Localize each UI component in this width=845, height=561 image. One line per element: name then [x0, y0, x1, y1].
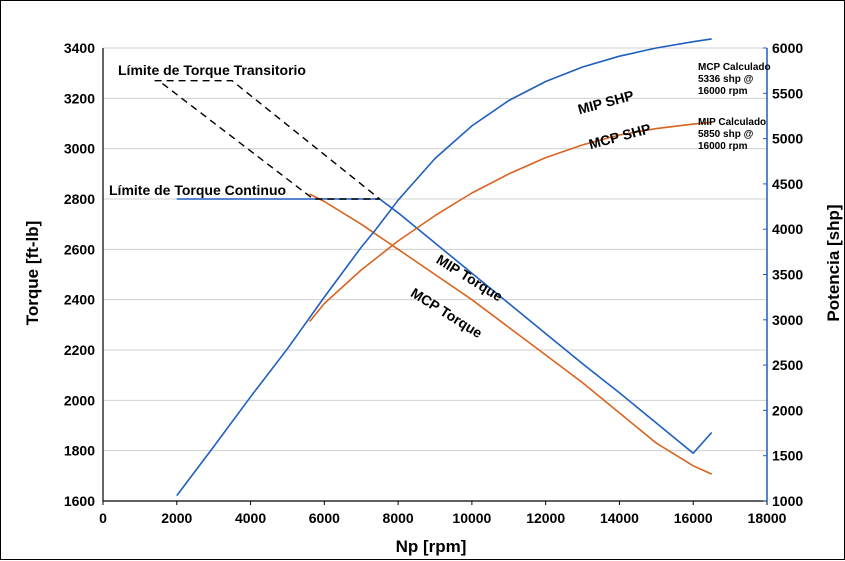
- y-left-axis-title: Torque [ft-lb]: [23, 221, 42, 325]
- x-tick-label: 12000: [526, 510, 565, 526]
- svg-text:MCP Calculado: MCP Calculado: [698, 62, 771, 73]
- y-left-tick-label: 2000: [64, 392, 95, 408]
- svg-text:5336 shp @: 5336 shp @: [698, 74, 754, 85]
- y-right-tick-label: 5000: [772, 131, 803, 147]
- y-left-tick-label: 3400: [64, 40, 95, 56]
- y-left-tick-label: 2600: [64, 241, 95, 257]
- series-line-l-mite-de-torque-transitorio: [154, 79, 381, 200]
- x-tick-label: 4000: [235, 510, 266, 526]
- y-right-tick-label: 3500: [772, 267, 803, 283]
- svg-text:16000 rpm: 16000 rpm: [698, 141, 748, 152]
- series-line-mcp-torque: [309, 193, 713, 475]
- x-tick-labels: 0 2000 4000 6000 8000 10000 12000 14000 16000 180…: [99, 501, 787, 526]
- y-left-tick-label: 3000: [64, 141, 95, 157]
- y-right-tick-label: 2000: [772, 402, 803, 418]
- x-tick-label: 14000: [600, 510, 639, 526]
- y-right-tick-label: 4500: [772, 176, 803, 192]
- series-label-mip-torque: MIP Torque: [434, 251, 506, 304]
- x-tick-label: 10000: [452, 510, 491, 526]
- mcp-calc-annotation: MCP Calculado 5336 shp @ 16000 rpm: [698, 62, 771, 97]
- mip-calc-annotation: MIP Calculado 5850 shp @ 16000 rpm: [698, 117, 766, 152]
- svg-text:16000 rpm: 16000 rpm: [698, 86, 748, 97]
- y-right-tick-label: 6000: [772, 40, 803, 56]
- transient-limit-label: Límite de Torque Transitorio: [118, 62, 306, 78]
- x-tick-label: 8000: [383, 510, 414, 526]
- svg-text:MIP Calculado: MIP Calculado: [698, 117, 766, 128]
- x-tick-label: 16000: [674, 510, 713, 526]
- series-label-mip-shp: MIP SHP: [576, 87, 636, 117]
- x-axis-title: Np [rpm]: [396, 537, 467, 556]
- y-left-tick-labels: 1600 1800 2000 2200 2400 2600 2800 3000 3200 3400: [64, 40, 95, 509]
- y-right-axis-title: Potencia [shp]: [824, 204, 843, 321]
- series-label-mcp-torque: MCP Torque: [408, 284, 485, 341]
- y-left-tick-label: 1600: [64, 493, 95, 509]
- series-label-mcp-shp: MCP SHP: [587, 120, 653, 152]
- y-right-tick-labels: 1000 1500 2000 2500 3000 3500 4000 4500 5000 5500…: [763, 40, 803, 509]
- y-left-tick-label: 3200: [64, 90, 95, 106]
- continuous-limit-label: Límite de Torque Continuo: [109, 182, 286, 198]
- x-tick-label: 0: [99, 510, 107, 526]
- series-line-mcp-shp: [308, 121, 712, 323]
- series-line-mip-shp: [176, 38, 712, 497]
- y-left-tick-label: 2200: [64, 342, 95, 358]
- y-left-tick-label: 2800: [64, 191, 95, 207]
- series-lines: [154, 38, 713, 497]
- y-right-tick-label: 3000: [772, 312, 803, 328]
- x-tick-label: 18000: [748, 510, 787, 526]
- x-tick-label: 2000: [161, 510, 192, 526]
- y-right-tick-label: 1000: [772, 493, 803, 509]
- y-right-tick-label: 5500: [772, 85, 803, 101]
- x-tick-label: 6000: [309, 510, 340, 526]
- y-right-tick-label: 1500: [772, 448, 803, 464]
- y-right-tick-label: 2500: [772, 357, 803, 373]
- y-left-tick-label: 2400: [64, 292, 95, 308]
- series-line-mip-torque: [176, 198, 713, 455]
- svg-text:5850 shp @: 5850 shp @: [698, 129, 754, 140]
- y-right-tick-label: 4000: [772, 221, 803, 237]
- y-left-tick-label: 1800: [64, 443, 95, 459]
